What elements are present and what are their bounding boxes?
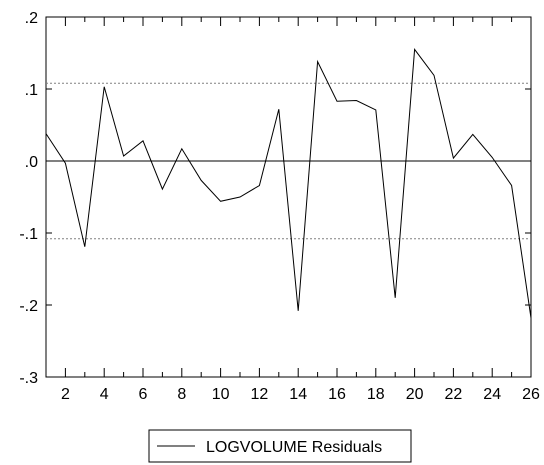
y-tick-label: -.2 xyxy=(19,298,38,315)
series-group xyxy=(45,48,532,319)
y-tick-label: .0 xyxy=(25,154,38,171)
legend-label: LOGVOLUME Residuals xyxy=(206,439,382,456)
x-tick-label: 18 xyxy=(367,386,385,403)
y-tick-label: .1 xyxy=(25,82,38,99)
y-axis: .2 .1 .0 -.1 -.2 -.3 xyxy=(19,10,531,387)
x-tick-label: 4 xyxy=(100,386,109,403)
series-line xyxy=(45,48,532,319)
x-tick-label: 26 xyxy=(522,386,540,403)
x-tick-label: 12 xyxy=(251,386,269,403)
x-tick-label: 24 xyxy=(483,386,501,403)
legend: LOGVOLUME Residuals xyxy=(148,429,412,463)
y-tick-label: -.3 xyxy=(19,370,38,387)
x-axis: 2 4 6 8 10 12 14 16 18 20 22 24 26 xyxy=(45,17,540,403)
reference-lines xyxy=(46,82,531,240)
x-tick-label: 10 xyxy=(212,386,230,403)
x-tick-label: 6 xyxy=(139,386,148,403)
x-tick-label: 16 xyxy=(328,386,346,403)
x-tick-label: 2 xyxy=(61,386,70,403)
plot-area xyxy=(45,16,532,378)
x-tick-label: 8 xyxy=(177,386,186,403)
x-tick-label: 14 xyxy=(289,386,307,403)
x-tick-label: 20 xyxy=(406,386,424,403)
y-tick-label: -.1 xyxy=(19,226,38,243)
x-tick-label: 22 xyxy=(445,386,463,403)
y-tick-label: .2 xyxy=(25,10,38,27)
